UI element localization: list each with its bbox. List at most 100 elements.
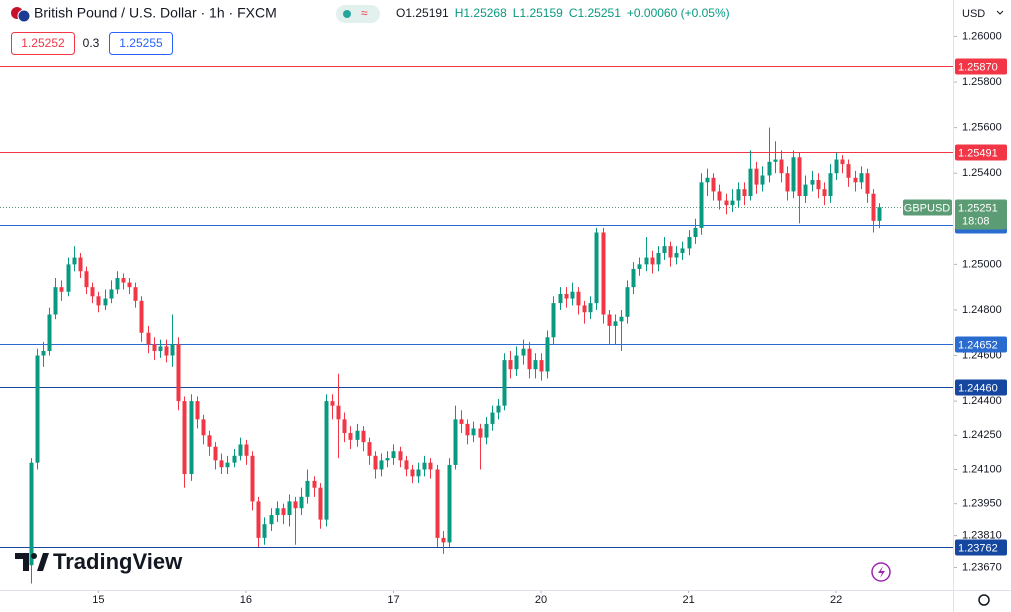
candle-body [53, 287, 58, 315]
candle-body [742, 189, 747, 196]
candle-body [146, 332, 151, 345]
candle-body [680, 248, 685, 253]
candle-body [244, 444, 249, 456]
x-tick-label: 15 [92, 594, 104, 606]
candle-body [293, 501, 298, 509]
candle-body [225, 462, 230, 468]
candle-body [730, 200, 735, 206]
bid-price: 1.25252 [21, 36, 65, 50]
candle-body [367, 442, 372, 456]
candle-body [607, 314, 612, 326]
candle-body [496, 405, 501, 413]
ohlc-value: C1.25251 [569, 6, 621, 20]
candle-body [564, 294, 569, 299]
y-tick-label: 1.25600 [962, 122, 1002, 134]
x-tick-label: 22 [830, 594, 842, 606]
candle-body [533, 360, 538, 370]
x-tick-label: 21 [682, 594, 694, 606]
candle-body [47, 314, 52, 351]
candle-body [115, 278, 120, 290]
candle-body [539, 360, 544, 372]
candle-body [834, 159, 839, 174]
candle-body [558, 294, 563, 304]
candle-body [576, 291, 581, 306]
candle-body [29, 462, 34, 566]
candle-body [810, 180, 815, 185]
candle-body [490, 412, 495, 424]
candle-body [711, 177, 716, 192]
candle-body [656, 252, 661, 265]
candle-body [760, 175, 765, 185]
candle-body [35, 355, 40, 463]
candle-body [250, 455, 255, 502]
candle-body [773, 159, 778, 162]
candle-body [508, 360, 513, 370]
candle-body [521, 348, 526, 356]
currency[interactable]: USD [962, 8, 985, 20]
candle-body [103, 298, 108, 306]
candle-body [201, 419, 206, 436]
candle-body [859, 173, 864, 183]
candle-body [699, 182, 704, 228]
candle-body [754, 168, 759, 185]
spread: 0.3 [83, 36, 100, 50]
y-tick-label: 1.23950 [962, 498, 1002, 510]
candle-body [176, 344, 181, 402]
settings-icon[interactable] [978, 594, 990, 606]
candle-body [644, 257, 649, 265]
status-pill[interactable] [336, 5, 380, 23]
events-icon[interactable] [871, 562, 891, 582]
candle-body [269, 515, 274, 525]
candle-body [471, 428, 476, 436]
price-level-label: 1.24460 [958, 382, 998, 394]
status-dot [343, 10, 351, 18]
ask-box[interactable] [109, 32, 173, 55]
candle-body [484, 423, 489, 438]
candle-body [213, 446, 218, 461]
candle-body [459, 419, 464, 424]
candle-body [96, 296, 101, 306]
x-tick-label: 20 [535, 594, 547, 606]
candle-body [238, 444, 243, 456]
candle-body [133, 287, 138, 301]
y-tick-label: 1.24800 [962, 304, 1002, 316]
ohlc-value: H1.25268 [455, 6, 507, 20]
candle-body [121, 278, 126, 283]
price-level-tag [955, 58, 1007, 75]
candle-body [287, 501, 292, 516]
candle-body [385, 458, 390, 461]
candle-body [305, 480, 310, 497]
candle-body [840, 159, 845, 165]
candle-body [631, 268, 636, 288]
y-tick-label: 1.24250 [962, 429, 1002, 441]
brand-logo: TradingView [15, 549, 183, 574]
last-price-tag [955, 199, 1007, 230]
candle-body [803, 184, 808, 196]
candle-body [355, 430, 360, 440]
label-layer: 1.258701.254911.251731.246521.244601.237… [903, 58, 1007, 556]
candle-body [182, 401, 187, 475]
candle-body [262, 524, 267, 538]
candle-body [342, 419, 347, 434]
candle-body [158, 346, 163, 351]
candle-body [59, 287, 64, 292]
y-tick-label: 1.25400 [962, 167, 1002, 179]
y-tick-label: 1.23810 [962, 529, 1002, 541]
candle-body [594, 232, 599, 304]
candle-body [195, 401, 200, 420]
candle-body [348, 433, 353, 440]
candle-body [398, 451, 403, 461]
candle-body [416, 469, 421, 477]
candle-body [668, 246, 673, 258]
candle-body [78, 257, 83, 272]
candle-body [822, 189, 827, 196]
candle-body [312, 480, 317, 488]
candle-body [453, 419, 458, 465]
candle-body [318, 487, 323, 520]
candle-body [779, 159, 784, 174]
bid-box[interactable] [11, 32, 75, 55]
candle-body [588, 303, 593, 313]
ohlc-value: +0.00060 (+0.05%) [627, 6, 730, 20]
y-tick-label: 1.25000 [962, 258, 1002, 270]
